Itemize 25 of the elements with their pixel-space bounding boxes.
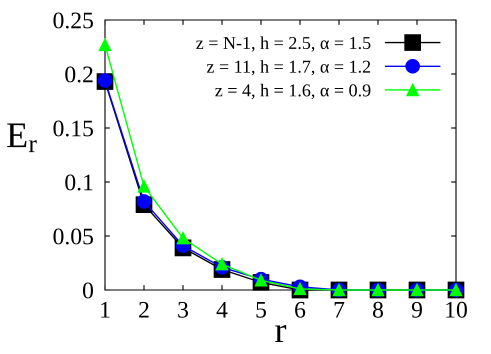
y-tick-label: 0.25 — [53, 12, 93, 29]
legend-label: z = 11, h = 1.7, α = 1.2 — [206, 60, 370, 76]
x-tick-label: 10 — [446, 302, 467, 318]
point — [136, 194, 152, 209]
x-tick-label: 1 — [101, 302, 110, 318]
y-tick-label: 0.2 — [65, 66, 93, 83]
x-tick-label: 5 — [256, 302, 266, 318]
x-tick-label: 8 — [372, 302, 384, 318]
x-tick-label: 6 — [295, 302, 306, 318]
x-tick-label: 4 — [216, 302, 228, 318]
x-axis-title: r — [275, 325, 286, 342]
y-tick-label: 0 — [82, 282, 93, 298]
point — [138, 180, 150, 193]
y-tick-label: 0.05 — [53, 228, 93, 245]
y-tick-label: 0.1 — [65, 174, 92, 191]
y-axis-title: E$_{r}$ — [7, 123, 37, 152]
x-tick-label: 2 — [139, 302, 149, 318]
legend-label: z = N-1, h = 2.5, α = 1.5 — [196, 36, 370, 52]
x-tick-label: 7 — [334, 302, 344, 318]
legend-label: z = 4, h = 1.6, α = 0.9 — [215, 84, 370, 100]
x-tick-label: 3 — [178, 302, 188, 318]
y-tick-label: 0.15 — [53, 120, 93, 137]
point — [98, 38, 112, 52]
x-tick-label: 9 — [412, 302, 422, 318]
point — [176, 232, 190, 244]
